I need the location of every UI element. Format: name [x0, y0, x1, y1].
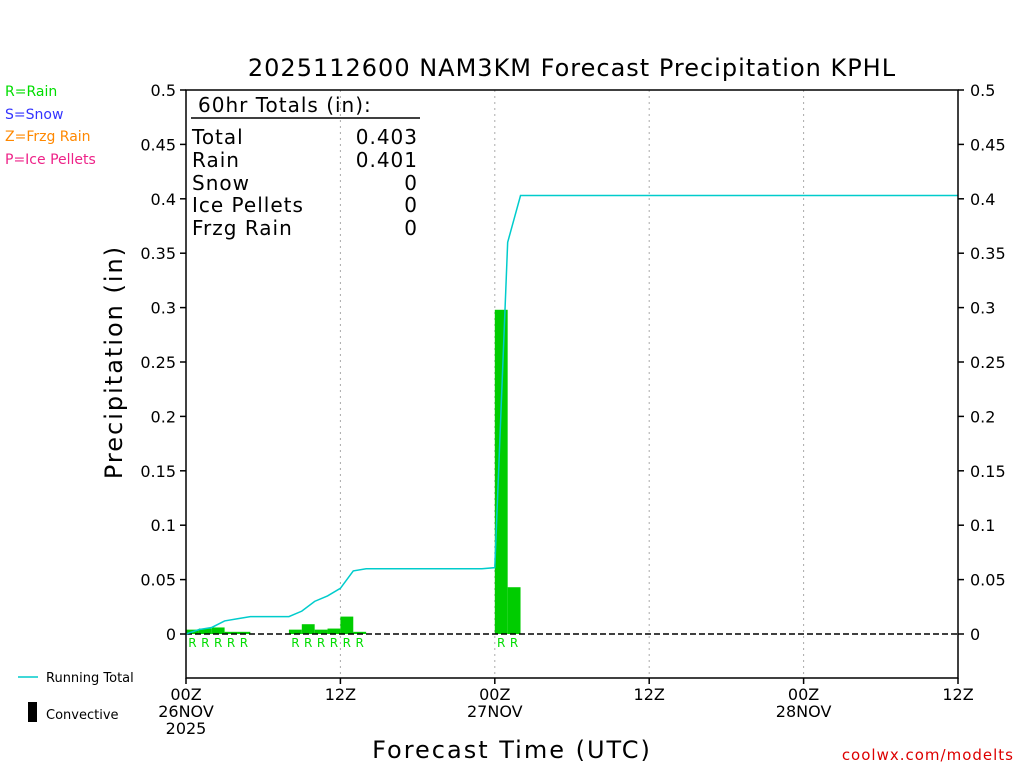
running-total-line	[185, 194, 958, 635]
totals-value-snow: 0	[404, 171, 418, 195]
x-tick-label: 12Z	[942, 685, 973, 704]
y-tick-label-left: 0.45	[140, 135, 176, 154]
y-tick-label-left: 0.25	[140, 353, 176, 372]
precip-type-label: R	[201, 636, 209, 650]
precip-type-label: R	[214, 636, 222, 650]
y-tick-label-right: 0.2	[970, 407, 995, 426]
totals-label-snow: Snow	[192, 171, 250, 195]
x-tick-label: 26NOV	[158, 702, 214, 721]
totals-value-total: 0.403	[356, 125, 418, 149]
precip-bar	[314, 629, 328, 634]
totals-label-frzg-rain: Frzg Rain	[192, 216, 293, 240]
y-tick-label-left: 0.5	[151, 81, 176, 100]
y-tick-label-left: 0.05	[140, 571, 176, 590]
totals-label-total: Total	[191, 125, 244, 149]
y-axis-label: Precipitation (in)	[100, 245, 128, 479]
credit-text: coolwx.com/modelts	[842, 746, 1014, 764]
y-tick-label-right: 0.15	[970, 462, 1006, 481]
y-tick-label-right: 0.45	[970, 135, 1006, 154]
legend-frzg-rain: Z=Frzg Rain	[5, 129, 91, 145]
precip-type-label: R	[343, 636, 351, 650]
y-tick-label-left: 0.15	[140, 462, 176, 481]
precip-bar	[237, 631, 251, 634]
y-tick-label-right: 0.35	[970, 244, 1006, 263]
legend-running-total: Running Total	[46, 671, 134, 686]
totals-label-ice-pellets: Ice Pellets	[192, 193, 304, 217]
legend-snow: S=Snow	[5, 107, 63, 123]
x-tick-label: 00Z	[479, 685, 510, 704]
x-tick-label: 00Z	[788, 685, 819, 704]
plot-frame	[185, 89, 959, 679]
precip-type-label: R	[240, 636, 248, 650]
y-axis-left: 0 0.05 0.1 0.15 0.2 0.25 0.3 0.35 0.4 0.45 0.5	[140, 81, 186, 644]
totals-box: 60hr Totals (in): Total 0.403 Rain 0.401…	[191, 93, 420, 240]
precip-bar	[288, 629, 302, 634]
legend-convective: Convective	[46, 708, 119, 723]
y-tick-label-left: 0.1	[151, 516, 176, 535]
y-tick-label-right: 0.5	[970, 81, 995, 100]
totals-value-frzg-rain: 0	[404, 216, 418, 240]
chart-title: 2025112600 NAM3KM Forecast Precipitation…	[248, 54, 896, 82]
precip-bar	[327, 628, 341, 634]
y-tick-label-right: 0.1	[970, 516, 995, 535]
precip-bar	[198, 628, 212, 634]
totals-heading: 60hr Totals (in):	[198, 93, 372, 117]
y-tick-label-right: 0	[970, 625, 980, 644]
precip-type-label: R	[317, 636, 325, 650]
totals-value-rain: 0.401	[356, 148, 418, 172]
y-axis-right: 0 0.05 0.1 0.15 0.2 0.25 0.3 0.35 0.4 0.45 0.5	[958, 81, 1006, 644]
legend-rain: R=Rain	[5, 84, 57, 100]
y-tick-label-right: 0.25	[970, 353, 1006, 372]
y-tick-label-left: 0.35	[140, 244, 176, 263]
precip-bar	[353, 631, 367, 634]
x-tick-label: 27NOV	[467, 702, 523, 721]
x-tick-label: 12Z	[325, 685, 356, 704]
x-tick-label: 2025	[166, 719, 207, 738]
x-axis-label: Forecast Time (UTC)	[372, 736, 652, 764]
precip-type-label: R	[497, 636, 505, 650]
convective-swatch	[28, 702, 37, 722]
precip-bar	[224, 631, 238, 634]
precip-type-label: R	[291, 636, 299, 650]
y-tick-label-left: 0.2	[151, 407, 176, 426]
precip-type-label: R	[227, 636, 235, 650]
y-tick-label-left: 0.4	[151, 190, 176, 209]
precip-type-label: R	[304, 636, 312, 650]
totals-value-ice-pellets: 0	[404, 193, 418, 217]
y-tick-label-right: 0.3	[970, 299, 995, 318]
series-legend: Running Total Convective	[18, 671, 134, 723]
precip-type-legend: R=Rain S=Snow Z=Frzg Rain P=Ice Pellets	[5, 84, 96, 168]
x-tick-label: 12Z	[634, 685, 665, 704]
y-tick-label-left: 0	[166, 625, 176, 644]
x-tick-label: 00Z	[170, 685, 201, 704]
y-tick-label-left: 0.3	[151, 299, 176, 318]
precip-type-label: R	[356, 636, 364, 650]
precip-bar	[507, 587, 521, 634]
totals-label-rain: Rain	[192, 148, 240, 172]
precip-bar	[340, 616, 354, 634]
precip-bar	[494, 309, 508, 634]
precip-type-label: R	[188, 636, 196, 650]
precip-bar	[211, 627, 225, 634]
x-tick-label: 28NOV	[776, 702, 832, 721]
precip-bars	[186, 309, 521, 634]
precip-type-label: R	[330, 636, 338, 650]
precip-type-label: R	[510, 636, 518, 650]
legend-ice-pellets: P=Ice Pellets	[5, 152, 96, 168]
y-tick-label-right: 0.05	[970, 571, 1006, 590]
y-tick-label-right: 0.4	[970, 190, 995, 209]
precip-bar	[301, 624, 315, 634]
